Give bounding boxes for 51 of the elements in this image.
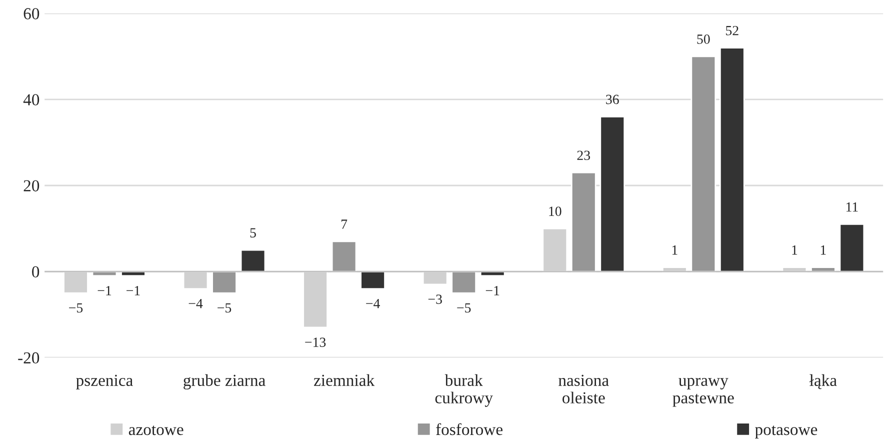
legend-label: potasowe <box>755 426 818 438</box>
x-tick-label: uprawy pastewne <box>672 378 734 407</box>
data-label: 11 <box>846 202 858 212</box>
x-tick-label: ziemniak <box>314 374 375 386</box>
bar <box>451 270 477 294</box>
bar <box>600 116 626 272</box>
legend-label: fosforowe <box>436 423 503 436</box>
data-label: −5 <box>457 303 471 313</box>
bar <box>302 270 328 328</box>
data-label: −4 <box>188 298 203 308</box>
bar <box>212 270 237 294</box>
bar <box>182 270 208 290</box>
data-label: 1 <box>672 245 678 255</box>
data-label: −1 <box>486 286 500 296</box>
y-tick-label: -20 <box>18 352 40 364</box>
data-label: 52 <box>726 26 738 36</box>
y-tick-label: 60 <box>24 8 40 20</box>
bar <box>360 270 386 290</box>
x-tick-label: łąka <box>809 374 837 390</box>
data-label: −13 <box>305 338 326 347</box>
bar <box>570 172 596 272</box>
data-label: 10 <box>549 206 562 216</box>
data-label: 7 <box>342 220 348 229</box>
bar <box>422 270 448 286</box>
x-tick-label: burak cukrowy <box>435 374 493 407</box>
data-label: −1 <box>126 286 140 296</box>
data-label: −1 <box>98 286 112 296</box>
x-tick-label: pszenica <box>76 374 133 390</box>
bar <box>690 56 716 272</box>
bar <box>839 224 865 272</box>
data-label: 5 <box>250 228 256 238</box>
bar <box>542 228 568 272</box>
y-tick-label: 20 <box>24 180 40 192</box>
data-label: −5 <box>218 303 232 313</box>
data-label: −4 <box>366 298 380 308</box>
bar <box>719 47 745 272</box>
data-label: 1 <box>792 245 798 255</box>
x-tick-label: nasiona oleiste <box>558 374 609 404</box>
y-tick-label: 0 <box>32 266 40 278</box>
x-tick-label: grube ziarna <box>184 374 266 390</box>
data-label: 1 <box>820 245 826 255</box>
data-label: 50 <box>697 34 710 44</box>
data-label: 36 <box>606 94 619 104</box>
bar <box>240 249 266 272</box>
y-tick-label: 40 <box>23 94 40 106</box>
legend-label: azotowe <box>128 426 184 436</box>
data-label: −3 <box>428 294 442 304</box>
bar <box>63 270 88 294</box>
bar <box>331 240 357 272</box>
data-label: −5 <box>69 303 83 313</box>
data-label: 23 <box>577 150 590 160</box>
